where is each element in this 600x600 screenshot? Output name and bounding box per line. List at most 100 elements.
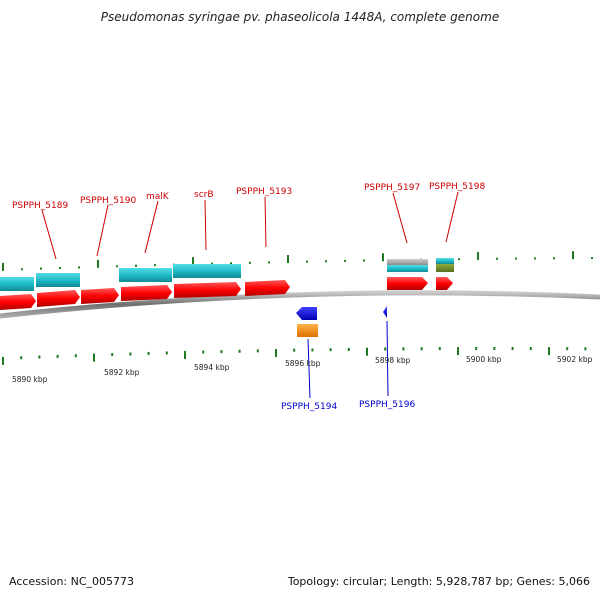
genome-summary: Topology: circular; Length: 5,928,787 bp… bbox=[287, 575, 590, 588]
gc-tick bbox=[457, 347, 459, 356]
gc-tick bbox=[515, 257, 517, 260]
axis-tick-label: 5896 kbp bbox=[285, 359, 321, 368]
olive-feature[interactable] bbox=[436, 264, 454, 272]
gc-tick bbox=[591, 257, 593, 260]
forward-gene-labels: PSPPH_5189 PSPPH_5190 malK scrB PSPPH_51… bbox=[12, 182, 485, 211]
axis-tick-labels: 5890 kbp 5892 kbp 5894 kbp 5896 kbp 5898… bbox=[12, 355, 593, 384]
reverse-label-callouts bbox=[307, 320, 389, 399]
gc-tick bbox=[382, 253, 384, 262]
cds-feature[interactable] bbox=[173, 264, 241, 278]
gc-tick bbox=[293, 348, 296, 352]
gc-tick bbox=[363, 259, 365, 262]
gc-tick bbox=[347, 347, 350, 351]
cds-feature[interactable] bbox=[0, 277, 34, 291]
gc-tick bbox=[534, 257, 536, 260]
gc-tick bbox=[192, 257, 194, 266]
gene-label[interactable]: PSPPH_5193 bbox=[236, 187, 292, 197]
gc-tick bbox=[529, 347, 532, 351]
gene-label[interactable]: PSPPH_5190 bbox=[80, 196, 136, 206]
forward-gene-track bbox=[0, 277, 453, 310]
gc-content-track-upper bbox=[2, 251, 593, 271]
reverse-gene-track bbox=[296, 306, 387, 337]
gc-tick bbox=[402, 347, 405, 351]
rrna-feature[interactable] bbox=[297, 324, 318, 337]
forward-gene-arrow[interactable] bbox=[245, 280, 290, 296]
forward-gene-arrow[interactable] bbox=[436, 277, 453, 290]
gc-tick bbox=[268, 261, 270, 264]
genome-backbone bbox=[0, 290, 600, 319]
gc-tick bbox=[384, 347, 387, 351]
gene-label[interactable]: PSPPH_5197 bbox=[364, 183, 420, 193]
gc-tick bbox=[325, 260, 327, 263]
reverse-gene-arrow[interactable] bbox=[383, 306, 387, 318]
gc-tick bbox=[572, 251, 574, 260]
gc-tick bbox=[584, 347, 587, 351]
gc-tick bbox=[249, 261, 251, 264]
forward-gene-arrow[interactable] bbox=[81, 288, 119, 304]
axis-tick-label: 5894 kbp bbox=[194, 363, 230, 372]
forward-gene-arrow[interactable] bbox=[174, 282, 241, 298]
map-title: Pseudomonas syringae pv. phaseolicola 14… bbox=[100, 10, 500, 24]
cds-feature[interactable] bbox=[36, 273, 80, 287]
gc-tick bbox=[78, 266, 80, 269]
gc-tick bbox=[74, 354, 77, 358]
axis-tick-label: 5898 kbp bbox=[375, 356, 411, 365]
gc-tick bbox=[420, 347, 423, 351]
gc-tick bbox=[116, 265, 118, 268]
cds-feature[interactable] bbox=[387, 265, 428, 272]
gc-tick bbox=[20, 356, 23, 360]
gc-tick bbox=[493, 347, 496, 351]
gene-label[interactable]: PSPPH_5189 bbox=[12, 201, 68, 211]
gc-tick bbox=[2, 262, 4, 271]
gc-tick bbox=[329, 348, 332, 352]
gc-tick bbox=[511, 347, 514, 351]
gc-tick bbox=[38, 355, 41, 359]
forward-gene-arrow[interactable] bbox=[37, 290, 80, 307]
gc-tick bbox=[366, 347, 368, 356]
gc-tick bbox=[111, 353, 114, 357]
reverse-gene-labels: PSPPH_5194 PSPPH_5196 bbox=[281, 400, 415, 412]
gene-label[interactable]: PSPPH_5196 bbox=[359, 400, 415, 410]
gc-tick bbox=[165, 351, 168, 355]
gc-tick bbox=[311, 348, 314, 352]
gene-label[interactable]: malK bbox=[146, 192, 170, 202]
gc-tick bbox=[458, 258, 460, 261]
gc-tick bbox=[344, 259, 346, 262]
gc-tick bbox=[438, 347, 441, 351]
gc-tick bbox=[496, 257, 498, 260]
gc-tick bbox=[566, 347, 569, 351]
gene-label[interactable]: scrB bbox=[194, 190, 214, 200]
gc-tick bbox=[475, 347, 478, 351]
gc-content-track-lower bbox=[2, 347, 587, 365]
axis-tick-label: 5902 kbp bbox=[557, 355, 593, 364]
gc-tick bbox=[59, 267, 61, 270]
gc-tick bbox=[2, 356, 4, 365]
gc-tick bbox=[56, 354, 59, 358]
gc-tick bbox=[93, 353, 95, 362]
forward-gene-arrow[interactable] bbox=[0, 294, 36, 310]
gc-tick bbox=[147, 351, 150, 355]
grey-feature[interactable] bbox=[387, 259, 428, 265]
reverse-gene-arrow[interactable] bbox=[296, 307, 317, 320]
cds-feature[interactable] bbox=[436, 258, 454, 264]
forward-gene-arrow[interactable] bbox=[121, 285, 172, 301]
gc-tick bbox=[129, 352, 132, 356]
forward-label-callouts bbox=[41, 191, 459, 260]
axis-tick-label: 5890 kbp bbox=[12, 375, 48, 384]
gc-tick bbox=[553, 257, 555, 260]
gene-label[interactable]: PSPPH_5198 bbox=[429, 182, 485, 192]
gc-tick bbox=[211, 262, 213, 265]
gc-tick bbox=[287, 255, 289, 264]
axis-tick-label: 5900 kbp bbox=[466, 355, 502, 364]
gc-tick bbox=[135, 264, 137, 267]
gc-tick bbox=[548, 347, 550, 356]
gc-tick bbox=[40, 267, 42, 270]
accession-label: Accession: NC_005773 bbox=[9, 575, 135, 588]
cds-track bbox=[0, 258, 454, 291]
gc-tick bbox=[238, 349, 241, 353]
forward-gene-arrow[interactable] bbox=[387, 277, 428, 290]
cds-feature[interactable] bbox=[119, 268, 172, 282]
gene-label[interactable]: PSPPH_5194 bbox=[281, 402, 337, 412]
gc-tick bbox=[306, 260, 308, 263]
